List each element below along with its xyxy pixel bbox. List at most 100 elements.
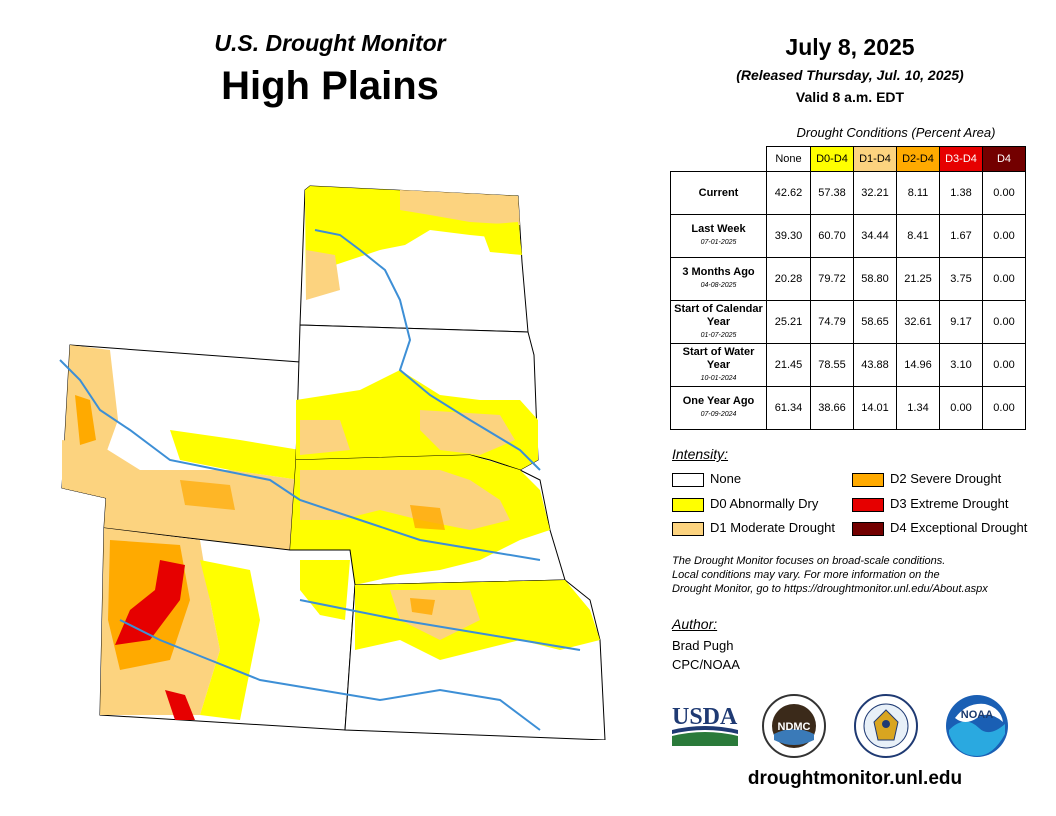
table-cell: 32.21: [853, 171, 897, 215]
table-cell: 42.62: [766, 171, 811, 215]
table-cell: 14.01: [853, 386, 897, 430]
legend-label: D1 Moderate Drought: [710, 520, 836, 535]
legend-label: D2 Severe Drought: [890, 471, 1002, 486]
table-row: Start of Water Year 10-01-2024 21.45 78.5…: [670, 343, 1026, 387]
legend-label: D3 Extreme Drought: [890, 496, 1009, 511]
legend-item-d1: D1 Moderate Drought: [672, 519, 835, 537]
wyoming-state: [61, 344, 301, 551]
row-label-one-year-ago: One Year Ago 07-09-2024: [670, 386, 767, 430]
ndmc-logo-text: NDMC: [778, 721, 811, 733]
ndmc-logo: NDMC: [762, 694, 826, 758]
note-line: Drought Monitor, go to https://droughtmo…: [672, 583, 988, 595]
table-cell: 78.55: [810, 343, 854, 387]
map-subtitle: U.S. Drought Monitor: [214, 30, 446, 56]
row-title: 3 Months Ago: [682, 266, 755, 278]
table-cell: 21.25: [896, 257, 940, 301]
drought-map: [59, 185, 606, 740]
website-url[interactable]: droughtmonitor.unl.edu: [747, 768, 963, 789]
row-title: Start of Calendar Year: [674, 302, 763, 328]
table-cell: 61.34: [766, 386, 811, 430]
table-row: Current 42.62 57.38 32.21 8.11 1.38 0.00: [670, 171, 1026, 215]
kansas-state: [344, 579, 606, 740]
colorado-state: [99, 527, 356, 731]
table-header-row: None D0-D4 D1-D4 D2-D4 D3-D4 D4: [671, 146, 1026, 172]
legend-swatch: [852, 497, 884, 512]
drought-conditions-table: None D0-D4 D1-D4 D2-D4 D3-D4 D4 Current …: [670, 146, 1026, 430]
region-title: High Plains: [221, 64, 439, 108]
table-cell: 14.96: [896, 343, 940, 387]
table-cell: 58.65: [853, 300, 897, 344]
row-date: 07-01-2025: [700, 239, 737, 246]
table-cell: 32.61: [896, 300, 940, 344]
row-date: 04-08-2025: [700, 282, 737, 289]
table-cell: 43.88: [853, 343, 897, 387]
legend-swatch: [672, 497, 704, 512]
row-title: Current: [698, 186, 739, 199]
column-header-none: None: [766, 146, 811, 172]
row-date: 10-01-2024: [700, 374, 737, 382]
legend-item-d3: D3 Extreme Drought: [852, 495, 1009, 513]
table-cell: 0.00: [982, 171, 1026, 215]
row-title: One Year Ago: [682, 395, 755, 407]
row-date: 01-07-2025: [700, 331, 737, 339]
table-cell: 3.75: [939, 257, 983, 301]
legend-swatch: [852, 472, 884, 487]
legend-item-d2: D2 Severe Drought: [852, 470, 1001, 488]
table-cell: 58.80: [853, 257, 897, 301]
valid-time: Valid 8 a.m. EDT: [795, 89, 905, 105]
table-cell: 8.41: [896, 214, 940, 258]
table-cell: 57.38: [810, 171, 854, 215]
table-cell: 0.00: [982, 386, 1026, 430]
doi-seal-icon: [854, 694, 918, 758]
row-date: 07-09-2024: [700, 411, 737, 418]
noaa-logo: NOAA: [946, 695, 1008, 757]
rivers: [59, 229, 581, 731]
legend-item-none: None: [672, 470, 741, 488]
note-line: The Drought Monitor focuses on broad-sca…: [672, 555, 946, 567]
row-label-current: Current: [670, 171, 767, 215]
author-heading: Author:: [672, 616, 718, 632]
table-caption: Drought Conditions (Percent Area): [796, 125, 996, 140]
legend-label: None: [710, 471, 742, 486]
table-cell: 25.21: [766, 300, 811, 344]
table-row: Last Week 07-01-2025 39.30 60.70 34.44 8.…: [670, 214, 1026, 258]
table-cell: 0.00: [982, 343, 1026, 387]
row-label-start-of-calendar-year: Start of Calendar Year 01-07-2025: [670, 300, 767, 344]
release-date: (Released Thursday, Jul. 10, 2025): [736, 67, 964, 83]
legend-swatch: [852, 521, 884, 536]
table-cell: 34.44: [853, 214, 897, 258]
author-organization: CPC/NOAA: [672, 657, 740, 672]
table-cell: 0.00: [982, 214, 1026, 258]
table-corner: [671, 147, 767, 172]
table-row: Start of Calendar Year 01-07-2025 25.21 7…: [670, 300, 1026, 344]
legend-title: Intensity:: [672, 446, 729, 462]
column-header-d3-d4: D3-D4: [939, 146, 983, 172]
column-header-d1-d4: D1-D4: [853, 146, 897, 172]
table-cell: 39.30: [766, 214, 811, 258]
north-dakota-state: [299, 185, 529, 333]
row-label-3-months-ago: 3 Months Ago 04-08-2025: [670, 257, 767, 301]
table-cell: 9.17: [939, 300, 983, 344]
table-cell: 74.79: [810, 300, 854, 344]
table-cell: 21.45: [766, 343, 811, 387]
table-cell: 0.00: [982, 257, 1026, 301]
row-title: Last Week: [691, 223, 746, 235]
table-cell: 8.11: [896, 171, 940, 215]
column-header-d2-d4: D2-D4: [896, 146, 940, 172]
column-header-d0-d4: D0-D4: [810, 146, 854, 172]
table-row: One Year Ago 07-09-2024 61.34 38.66 14.01…: [670, 386, 1026, 430]
south-dakota-state: [295, 324, 539, 471]
disclaimer-note: The Drought Monitor focuses on broad-sca…: [672, 554, 1042, 596]
author-name: Brad Pugh: [672, 638, 734, 653]
legend-label: D0 Abnormally Dry: [710, 496, 819, 511]
table-cell: 60.70: [810, 214, 854, 258]
table-cell: 0.00: [982, 300, 1026, 344]
table-cell: 3.10: [939, 343, 983, 387]
column-header-d4: D4: [982, 146, 1026, 172]
legend-swatch: [672, 521, 704, 536]
usda-logo: USDA: [672, 704, 738, 746]
map-date: July 8, 2025: [785, 34, 915, 60]
legend-item-d4: D4 Exceptional Drought: [852, 519, 1027, 537]
table-cell: 79.72: [810, 257, 854, 301]
table-cell: 0.00: [939, 386, 983, 430]
